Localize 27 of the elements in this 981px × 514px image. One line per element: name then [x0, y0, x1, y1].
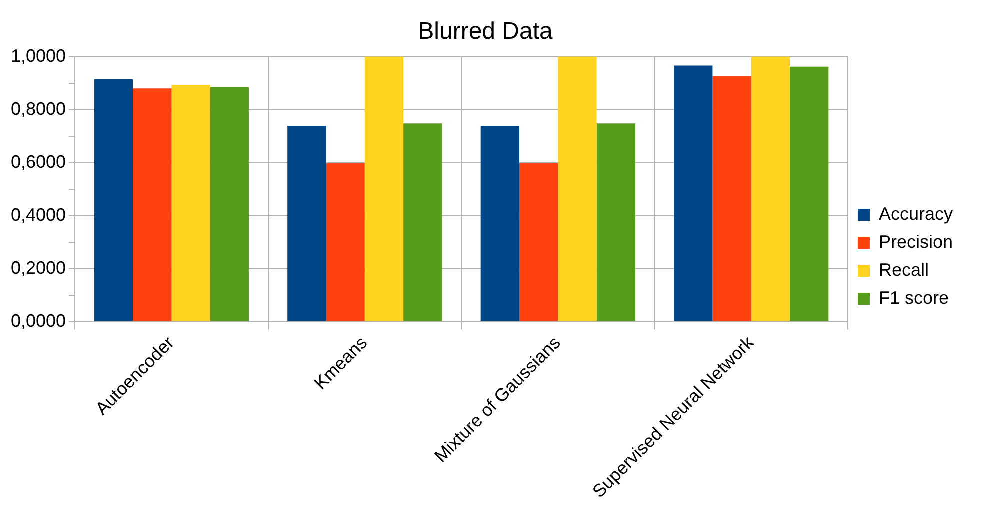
bar: [172, 85, 210, 322]
bar: [751, 56, 790, 322]
bar: [596, 124, 636, 322]
y-tick-label: 0,4000: [10, 204, 66, 225]
y-tick-label: 0,8000: [10, 98, 66, 119]
bar: [519, 163, 558, 322]
bar: [210, 87, 249, 322]
bar: [404, 124, 442, 322]
bar: [364, 56, 404, 322]
legend-label: F1 score: [878, 288, 949, 308]
legend-label: Accuracy: [878, 204, 953, 224]
bar: [288, 126, 326, 322]
y-tick-label: 0,6000: [10, 152, 66, 172]
chart-title: Blurred Data: [418, 18, 554, 46]
y-tick-label: 0,0000: [10, 310, 66, 331]
legend-label: Recall: [878, 260, 929, 280]
bar: [712, 76, 752, 322]
y-tick-label: 0,2000: [10, 258, 66, 278]
bar: [480, 126, 520, 322]
bar: [326, 163, 365, 322]
y-tick-label: 1,0000: [10, 46, 66, 66]
bar: [133, 88, 172, 322]
bar: [790, 66, 829, 322]
bar: [558, 56, 597, 322]
bar: [94, 79, 134, 322]
bar: [674, 66, 713, 322]
legend-label: Precision: [878, 232, 953, 252]
